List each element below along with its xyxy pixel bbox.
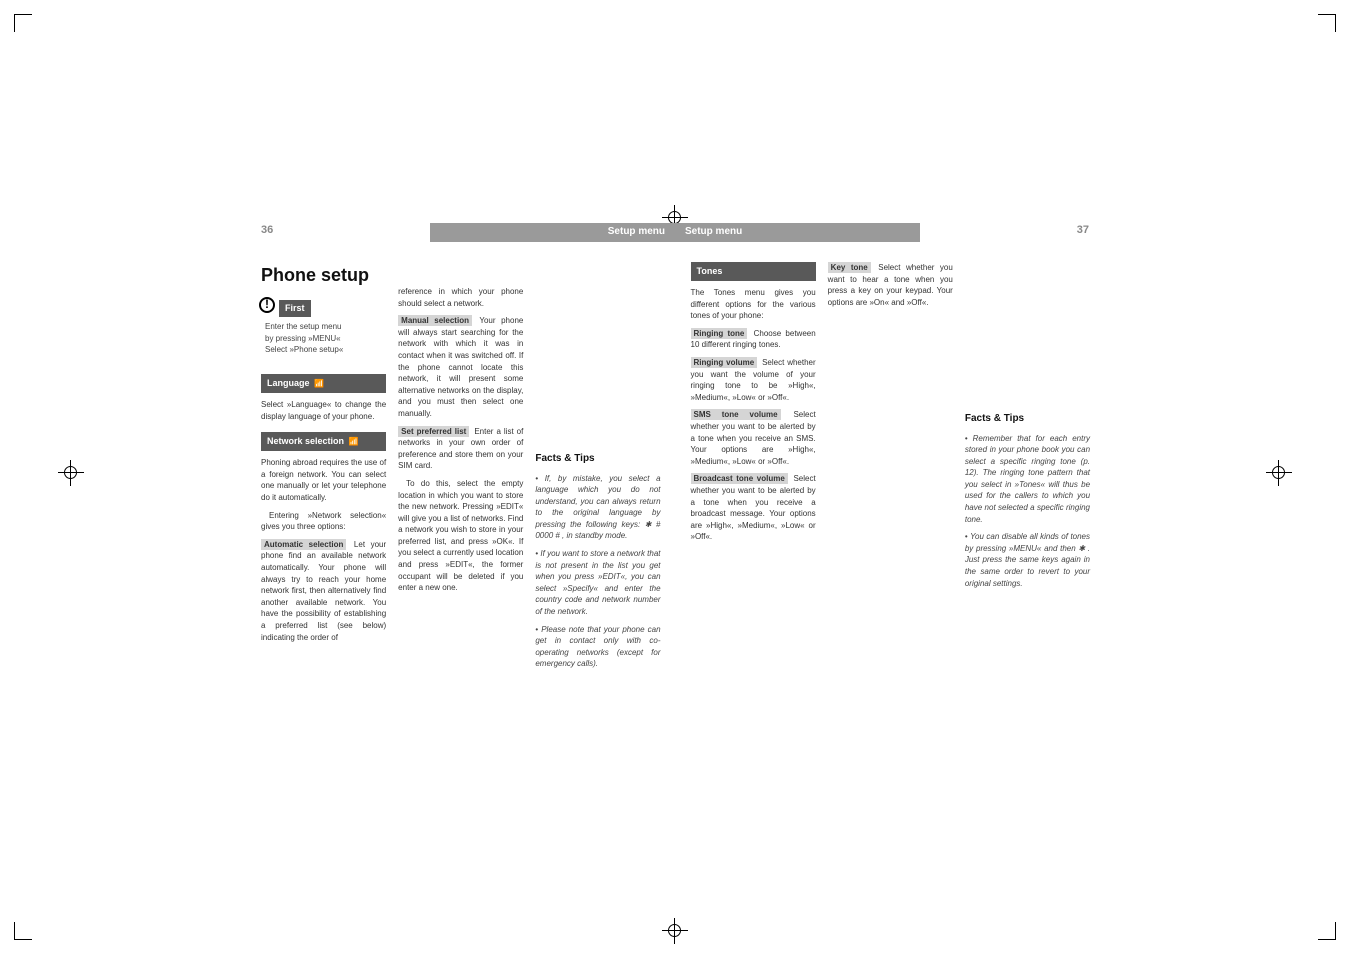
ringing-tone-label: Ringing tone [691,328,748,339]
antenna-icon: 📶 [314,379,324,388]
registration-mark [662,918,688,944]
tones-intro: The Tones menu gives you different optio… [691,287,816,322]
facts-heading: Facts & Tips [965,412,1090,427]
crop-mark [14,14,32,32]
right-col-3: Facts & Tips Remember that for each entr… [965,262,1090,676]
network-p1: Phoning abroad requires the use of a for… [261,457,386,503]
registration-mark [58,460,84,486]
language-heading: Language 📶 [261,374,386,393]
right-page: Tones The Tones menu gives you different… [691,262,1091,676]
first-line: by pressing »MENU« [265,333,386,345]
manual-selection-label: Manual selection [398,315,472,326]
registration-mark [1266,460,1292,486]
tones-heading: Tones [691,262,816,281]
right-col-1: Tones The Tones menu gives you different… [691,262,816,676]
header-bar-right: Setup menu [675,223,920,242]
page-number-left: 36 [261,223,273,239]
language-body: Select »Language« to change the display … [261,399,386,422]
broadcast-volume-body: Select whether you want to be alerted by… [691,474,816,541]
content-area: Phone setup ! First Enter the setup menu… [261,262,1090,676]
network-heading: Network selection 📶 [261,432,386,451]
network-p2: Entering »Network selection« gives you t… [261,510,386,533]
automatic-selection-body: Let your phone find an available network… [261,540,386,642]
fact-item: Please note that your phone can get in c… [535,624,660,670]
first-line: Enter the setup menu [265,321,386,333]
exclaim-icon: ! [259,297,275,313]
key-tone-para: Key tone Select whether you want to hear… [828,262,953,308]
fact-item: You can disable all kinds of tones by pr… [965,531,1090,589]
sms-volume-label: SMS tone volume [691,409,781,420]
broadcast-volume-label: Broadcast tone volume [691,473,788,484]
ringing-volume-label: Ringing volume [691,357,758,368]
page-number-right: 37 [1077,223,1089,239]
preferred-list-label: Set preferred list [398,426,469,437]
ringing-volume-para: Ringing volume Select whether you want t… [691,357,816,403]
first-body: Enter the setup menu by pressing »MENU« … [261,317,386,364]
manual-selection-body: Your phone will always start searching f… [398,316,523,418]
crop-mark [1318,922,1336,940]
first-label-text: First [285,303,305,313]
header-label: Setup menu [608,225,665,240]
header-bar-left: Setup menu [430,223,675,242]
first-line: Select »Phone setup« [265,344,386,356]
first-block: ! First Enter the setup menu by pressing… [261,300,386,364]
broadcast-volume-para: Broadcast tone volume Select whether you… [691,473,816,543]
left-col-1: Phone setup ! First Enter the setup menu… [261,262,386,676]
crop-mark [1318,14,1336,32]
antenna-icon: 📶 [349,437,359,446]
fact-item: Remember that for each entry stored in y… [965,433,1090,526]
crop-mark [14,922,32,940]
header-label: Setup menu [685,225,742,240]
left-col-2: reference in which your phone should sel… [398,262,523,676]
fact-item: If you want to store a network that is n… [535,548,660,618]
left-col-3: Facts & Tips If, by mistake, you select … [535,262,660,676]
preferred-list-para: Set preferred list Enter a list of netwo… [398,426,523,472]
facts-heading: Facts & Tips [535,452,660,467]
automatic-selection-label: Automatic selection [261,539,346,550]
right-col-2: Key tone Select whether you want to hear… [828,262,953,676]
ringing-tone-para: Ringing tone Choose between 10 different… [691,328,816,351]
left-page: Phone setup ! First Enter the setup menu… [261,262,661,676]
page-title: Phone setup [261,262,386,288]
heading-text: Network selection [267,436,344,446]
manual-selection-para: Manual selection Your phone will always … [398,315,523,419]
key-tone-label: Key tone [828,262,871,273]
preferred-list-p2: To do this, select the empty location in… [398,478,523,594]
heading-text: Language [267,378,310,388]
first-label: ! First [279,300,311,317]
col2-lead: reference in which your phone should sel… [398,286,523,309]
automatic-selection-para: Automatic selection Let your phone find … [261,539,386,643]
sms-volume-para: SMS tone volume Select whether you want … [691,409,816,467]
fact-item: If, by mistake, you select a language wh… [535,473,660,543]
